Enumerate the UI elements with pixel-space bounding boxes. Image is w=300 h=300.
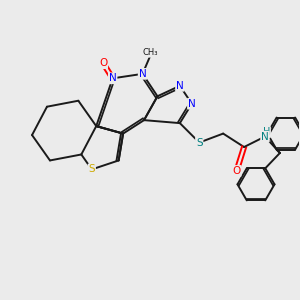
Text: N: N: [261, 132, 269, 142]
Text: S: S: [88, 164, 95, 174]
Text: N: N: [109, 73, 116, 83]
Text: N: N: [188, 99, 196, 109]
Text: N: N: [139, 69, 146, 79]
Text: O: O: [99, 58, 107, 68]
Text: S: S: [196, 137, 202, 148]
Text: CH₃: CH₃: [142, 48, 158, 57]
Text: H: H: [263, 127, 270, 137]
Text: N: N: [176, 81, 184, 91]
Text: O: O: [232, 166, 241, 176]
